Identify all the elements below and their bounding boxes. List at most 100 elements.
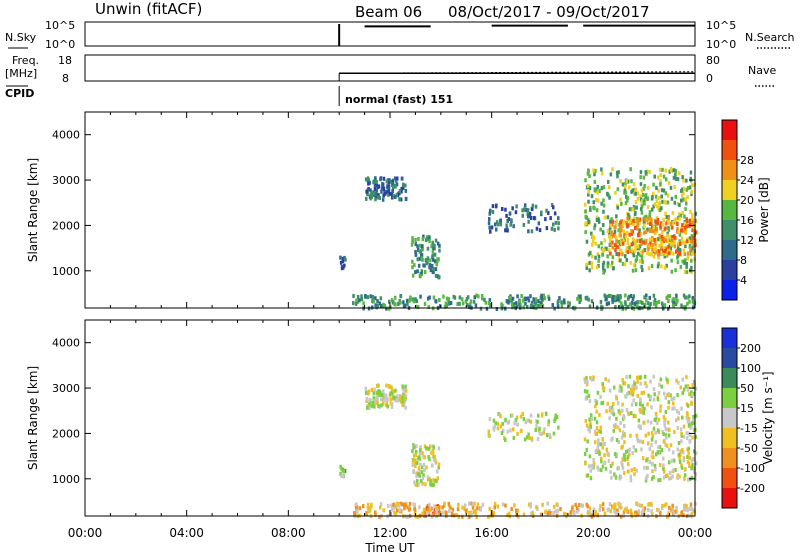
velocity-cell — [549, 510, 552, 515]
power-cell — [635, 257, 639, 262]
velocity-cell — [479, 506, 483, 510]
velocity-cell — [493, 505, 496, 510]
velocity-cell — [396, 508, 399, 513]
velocity-cell — [447, 501, 450, 506]
velocity-cell — [666, 380, 669, 385]
power-cell — [626, 223, 629, 228]
velocity-cell — [476, 502, 480, 507]
power-cell — [623, 262, 627, 267]
power-cell — [343, 263, 346, 268]
velocity-cell — [392, 502, 395, 507]
velocity-cell — [597, 429, 600, 433]
velocity-cell — [691, 392, 694, 397]
power-cell — [504, 228, 507, 233]
velocity-cell — [647, 431, 650, 436]
power-cell — [636, 196, 640, 201]
power-cell — [596, 184, 599, 189]
power-cell — [523, 207, 526, 212]
power-cell — [641, 192, 645, 197]
power-cell — [579, 294, 582, 299]
velocity-cell — [675, 509, 678, 514]
velocity-cell — [593, 416, 597, 421]
power-cell — [652, 204, 655, 209]
velocity-cell — [645, 458, 648, 463]
power-colorbar-segment — [722, 220, 737, 241]
velocity-cell — [588, 506, 592, 511]
velocity-cell — [430, 450, 433, 455]
power-cell — [674, 172, 677, 177]
velocity-cell — [413, 510, 417, 515]
power-cell — [382, 302, 385, 307]
velocity-cell — [463, 507, 466, 511]
velocity-cell — [680, 406, 683, 411]
velocity-cell — [623, 507, 627, 512]
power-cell — [431, 257, 435, 262]
velocity-cell — [374, 400, 377, 405]
velocity-cell — [648, 460, 651, 464]
power-cell — [661, 248, 665, 253]
velocity-cell — [662, 466, 665, 471]
power-cell — [602, 203, 606, 208]
power-cell — [641, 249, 645, 254]
velocity-cell — [655, 452, 658, 457]
power-cell — [590, 242, 594, 247]
power-cell — [691, 295, 694, 300]
power-cell — [393, 176, 397, 181]
velocity-cell — [433, 478, 437, 483]
power-cell — [587, 189, 591, 194]
velocity-cell — [403, 506, 406, 511]
velocity-cell — [612, 428, 615, 433]
velocity-cell — [407, 507, 411, 512]
power-cell — [540, 296, 544, 301]
power-cell — [511, 206, 514, 211]
power-cell — [649, 222, 652, 226]
power-cell — [558, 296, 561, 301]
velocity-cell — [631, 451, 634, 455]
velocity-cell — [673, 429, 676, 434]
velocity-cell — [680, 431, 683, 436]
power-cell — [494, 222, 497, 227]
power-cell — [522, 222, 526, 227]
power-cell — [624, 249, 628, 254]
power-cell — [426, 236, 429, 241]
velocity-cell — [515, 509, 518, 513]
power-cell — [660, 264, 663, 269]
velocity-cell — [688, 432, 692, 437]
velocity-cell — [600, 401, 603, 406]
velocity-cell — [457, 502, 460, 507]
velocity-cell — [416, 460, 419, 465]
velocity-cell — [615, 438, 619, 443]
velocity-cell — [411, 463, 414, 467]
velocity-cell — [639, 375, 642, 380]
velocity-cell — [510, 507, 513, 511]
power-cell — [684, 197, 687, 202]
power-cell — [634, 200, 638, 205]
velocity-cell — [428, 508, 432, 513]
power-cell — [620, 201, 623, 206]
power-cell — [428, 265, 431, 270]
velocity-cell — [623, 424, 626, 428]
power-cell — [619, 179, 622, 184]
velocity-cell — [596, 465, 599, 470]
power-cell — [511, 296, 515, 301]
power-cell — [595, 218, 599, 222]
power-cell — [688, 299, 691, 304]
velocity-cell — [378, 389, 382, 394]
freq-label: Freq. — [12, 54, 39, 67]
power-cell — [658, 249, 661, 254]
velocity-cell — [386, 397, 389, 402]
power-cell — [617, 258, 621, 263]
velocity-cell — [638, 407, 642, 412]
velocity-cell — [680, 465, 684, 470]
velocity-cell — [412, 459, 415, 464]
power-cell — [553, 306, 556, 311]
power-cell — [619, 197, 622, 202]
velocity-cell — [379, 502, 383, 507]
power-cell — [416, 269, 419, 274]
velocity-cell — [423, 468, 426, 472]
power-colorbar-segment — [722, 160, 737, 181]
velocity-cell — [427, 446, 431, 451]
velocity-cell — [589, 424, 592, 429]
velocity-cell — [429, 444, 432, 449]
velocity-cell — [571, 506, 574, 511]
